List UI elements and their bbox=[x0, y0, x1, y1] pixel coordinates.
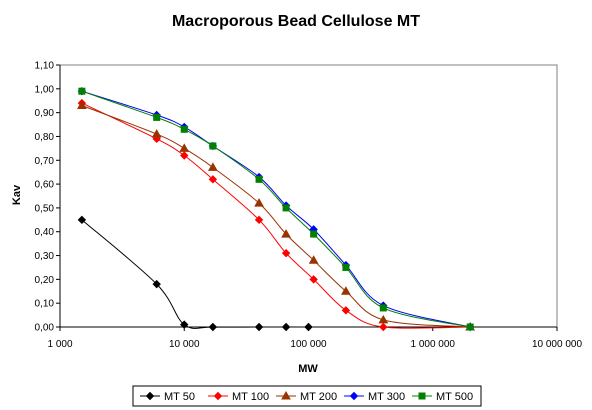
y-axis-label: Kav bbox=[11, 184, 23, 205]
data-point-mt-50 bbox=[281, 322, 291, 332]
legend-label-mt-200: MT 200 bbox=[300, 391, 337, 403]
y-tick-label: 0,40 bbox=[35, 227, 55, 238]
data-point-mt-200 bbox=[308, 255, 319, 264]
data-point-mt-200 bbox=[378, 314, 389, 324]
y-tick-label: 0,30 bbox=[35, 251, 55, 262]
data-point-mt-500 bbox=[78, 87, 86, 95]
series-line-mt-300 bbox=[81, 90, 471, 328]
data-point-mt-200 bbox=[208, 162, 218, 171]
data-point-mt-50 bbox=[152, 279, 161, 289]
y-tick-label: 0,00 bbox=[35, 323, 55, 334]
plot-area bbox=[59, 64, 558, 328]
data-point-mt-200 bbox=[151, 129, 162, 138]
data-point-mt-500 bbox=[255, 175, 263, 183]
data-point-mt-500 bbox=[180, 125, 188, 133]
data-point-mt-200 bbox=[254, 198, 264, 207]
data-point-mt-500 bbox=[153, 113, 161, 121]
y-tick-label: 0,90 bbox=[35, 108, 55, 119]
y-tick-label: 0,70 bbox=[35, 156, 55, 167]
series-line-mt-500 bbox=[81, 90, 471, 328]
data-point-mt-200 bbox=[179, 143, 190, 152]
y-tick-label: 0,60 bbox=[35, 180, 55, 191]
data-point-mt-100 bbox=[309, 275, 318, 284]
x-tick-label: 10 000 000 bbox=[532, 339, 582, 350]
data-point-mt-500 bbox=[209, 142, 217, 150]
x-axis-label: MW bbox=[298, 363, 318, 375]
y-tick-label: 0,10 bbox=[35, 299, 55, 310]
x-tick-label: 10 000 bbox=[169, 339, 200, 350]
legend: MT 50 MT 100 MT 200 MT 300 MT 500 bbox=[132, 385, 482, 407]
legend-marker-mt-100 bbox=[213, 391, 223, 401]
chart-title: Macroporous Bead Cellulose MT bbox=[172, 13, 420, 30]
series-group bbox=[77, 86, 476, 332]
data-point-mt-500 bbox=[466, 323, 474, 331]
series-line-mt-100 bbox=[81, 102, 471, 329]
data-point-mt-500 bbox=[342, 263, 350, 271]
x-tick-label: 1 000 bbox=[47, 339, 72, 350]
legend-marker-mt-500 bbox=[418, 392, 426, 400]
legend-label-mt-100: MT 100 bbox=[232, 391, 269, 403]
data-point-mt-100 bbox=[341, 306, 351, 315]
data-point-mt-50 bbox=[208, 322, 218, 332]
data-point-mt-100 bbox=[281, 248, 291, 258]
data-point-mt-200 bbox=[341, 286, 351, 295]
data-point-mt-50 bbox=[304, 322, 313, 332]
legend-label-mt-500: MT 500 bbox=[436, 391, 473, 403]
data-point-mt-100 bbox=[379, 322, 388, 332]
y-tick-label: 1,00 bbox=[35, 84, 55, 95]
x-tick-label: 100 000 bbox=[290, 339, 327, 350]
data-point-mt-50 bbox=[77, 215, 87, 225]
data-point-mt-100 bbox=[254, 215, 264, 225]
y-tick-label: 0,50 bbox=[35, 203, 55, 214]
data-point-mt-200 bbox=[281, 229, 291, 238]
data-point-mt-50 bbox=[254, 322, 264, 332]
y-tick-label: 1,10 bbox=[35, 61, 55, 72]
data-point-mt-500 bbox=[379, 304, 387, 312]
data-point-mt-500 bbox=[310, 230, 318, 238]
y-tick-label: 0,80 bbox=[35, 132, 55, 143]
x-tick-label: 1 000 000 bbox=[411, 339, 456, 350]
data-point-mt-100 bbox=[180, 151, 189, 160]
series-line-mt-200 bbox=[81, 105, 471, 328]
legend-box bbox=[132, 385, 482, 407]
legend-label-mt-50: MT 50 bbox=[164, 391, 195, 403]
data-point-mt-100 bbox=[208, 175, 218, 184]
legend-label-mt-300: MT 300 bbox=[368, 391, 405, 403]
data-point-mt-500 bbox=[282, 204, 290, 212]
data-point-mt-200 bbox=[77, 100, 87, 109]
legend-marker-mt-50 bbox=[145, 391, 155, 401]
legend-marker-mt-300 bbox=[349, 391, 359, 401]
y-tick-label: 0,20 bbox=[35, 275, 55, 286]
data-point-mt-50 bbox=[180, 320, 189, 329]
legend-marker-mt-200 bbox=[281, 390, 291, 400]
